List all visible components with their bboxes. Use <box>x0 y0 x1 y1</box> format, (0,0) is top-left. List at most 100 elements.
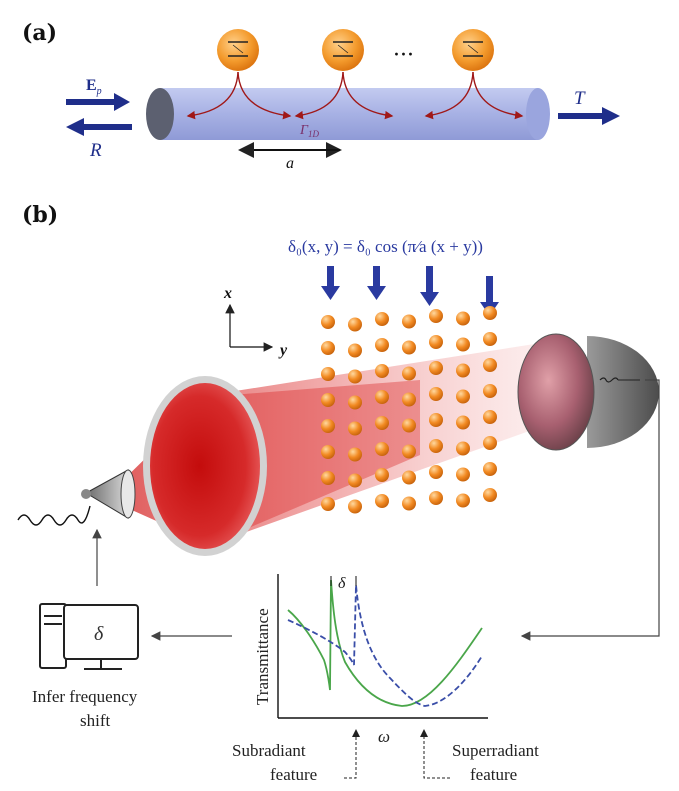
lattice-atom <box>429 361 443 375</box>
subradiant-pointer <box>344 729 360 779</box>
lattice-atom <box>429 465 443 479</box>
infer-label-line1: Infer frequency <box>32 687 138 706</box>
transmission-label: T <box>574 88 586 109</box>
lattice-atom <box>402 340 416 355</box>
waveguide <box>146 88 550 140</box>
lattice-atom <box>456 311 470 326</box>
lattice-atom <box>375 312 389 326</box>
lattice-atom <box>456 493 470 508</box>
lattice-atom <box>321 471 335 485</box>
lattice-atom <box>402 366 416 381</box>
transmittance-plot: Transmittance ω δ <box>253 574 488 779</box>
lattice-atom <box>429 387 443 401</box>
lattice-atom <box>483 332 497 346</box>
laser-source-cone <box>17 469 136 526</box>
lattice-atom <box>348 421 362 436</box>
lattice-atom <box>348 473 362 488</box>
lattice-atom <box>483 488 497 502</box>
lattice-atom <box>456 467 470 482</box>
lattice-atom <box>483 358 497 372</box>
atom-2 <box>322 29 364 71</box>
lattice-atom <box>321 393 335 407</box>
axis-y-label: y <box>278 342 288 359</box>
plot-ylabel: Transmittance <box>253 608 272 705</box>
lattice-atom <box>375 416 389 430</box>
transmission-arrow <box>558 107 620 125</box>
lattice-atom <box>321 445 335 459</box>
reflection-arrow <box>66 118 132 136</box>
lattice-atom <box>375 364 389 378</box>
infer-label-line2: shift <box>80 711 111 730</box>
lattice-atom <box>402 496 416 511</box>
ellipsis: ··· <box>393 43 414 68</box>
lattice-atom <box>456 441 470 456</box>
lattice-atom <box>483 306 497 320</box>
lattice-atom <box>429 413 443 427</box>
lattice-atom <box>429 491 443 505</box>
lattice-atom <box>321 497 335 511</box>
coordinate-axes: x y <box>223 285 288 359</box>
spacing-label: a <box>286 155 294 172</box>
lattice-atom <box>456 337 470 352</box>
lattice-atom <box>456 415 470 430</box>
lattice-atom <box>483 384 497 398</box>
lattice-atom <box>375 442 389 456</box>
atom-3 <box>452 29 494 71</box>
lattice-atom <box>402 418 416 433</box>
lattice-atom <box>375 390 389 404</box>
lattice-atom <box>402 444 416 459</box>
lattice-atom <box>375 468 389 482</box>
probe-field-label: Ep <box>86 77 102 97</box>
probe-arrow <box>66 93 130 111</box>
waveguide-end-cap <box>146 88 174 140</box>
subradiant-label-line2: feature <box>270 765 317 784</box>
lattice-atom <box>348 499 362 514</box>
axis-x-label: x <box>223 285 232 302</box>
computer-icon <box>39 603 139 670</box>
lattice-atom <box>483 436 497 450</box>
feedback-lines <box>92 379 660 641</box>
lattice-atom <box>429 335 443 349</box>
superradiant-pointer <box>420 729 450 779</box>
panel-b: (b) δ₀(x, y) = δ₀ cos (π⁄a (x + y)) x y <box>17 202 660 784</box>
emission-arrows <box>186 71 524 120</box>
lattice-atom <box>348 343 362 358</box>
superradiant-label-line1: Superradiant <box>452 741 539 760</box>
lattice-atom <box>402 470 416 485</box>
lattice-atom <box>456 363 470 378</box>
reflection-label: R <box>89 140 102 161</box>
lattice-atom <box>402 392 416 407</box>
lens-disc <box>143 376 267 556</box>
modulation-arrows <box>321 266 499 316</box>
lattice-atom <box>429 439 443 453</box>
lattice-atom <box>348 447 362 462</box>
subradiant-label-line1: Subradiant <box>232 741 306 760</box>
lattice-atom <box>429 309 443 323</box>
atom-lattice <box>321 306 497 514</box>
lattice-atom <box>456 389 470 404</box>
lattice-atom <box>402 314 416 329</box>
computer-display-delta: δ <box>94 623 104 645</box>
lattice-atom <box>321 419 335 433</box>
modulation-equation: δ₀(x, y) = δ₀ cos (π⁄a (x + y)) <box>288 237 483 256</box>
lattice-atom <box>375 338 389 352</box>
lattice-atom <box>321 341 335 355</box>
superradiant-label-line2: feature <box>470 765 517 784</box>
atom-1 <box>217 29 259 71</box>
plot-xlabel: ω <box>378 727 390 746</box>
lattice-atom <box>321 315 335 329</box>
detector <box>517 333 659 451</box>
curve-blue-dashed <box>287 584 483 707</box>
panel-b-label: (b) <box>22 202 58 228</box>
coupling-label: Γ1D <box>299 123 319 139</box>
lattice-atom <box>483 410 497 424</box>
curve-green <box>287 579 483 707</box>
lattice-atom <box>348 317 362 332</box>
lattice-atom <box>348 395 362 410</box>
panel-a-label: (a) <box>22 20 57 46</box>
lattice-atom <box>348 369 362 384</box>
lattice-atom <box>483 462 497 476</box>
panel-a: (a) ··· <box>22 20 620 172</box>
lattice-atom <box>375 494 389 508</box>
lattice-atom <box>321 367 335 381</box>
